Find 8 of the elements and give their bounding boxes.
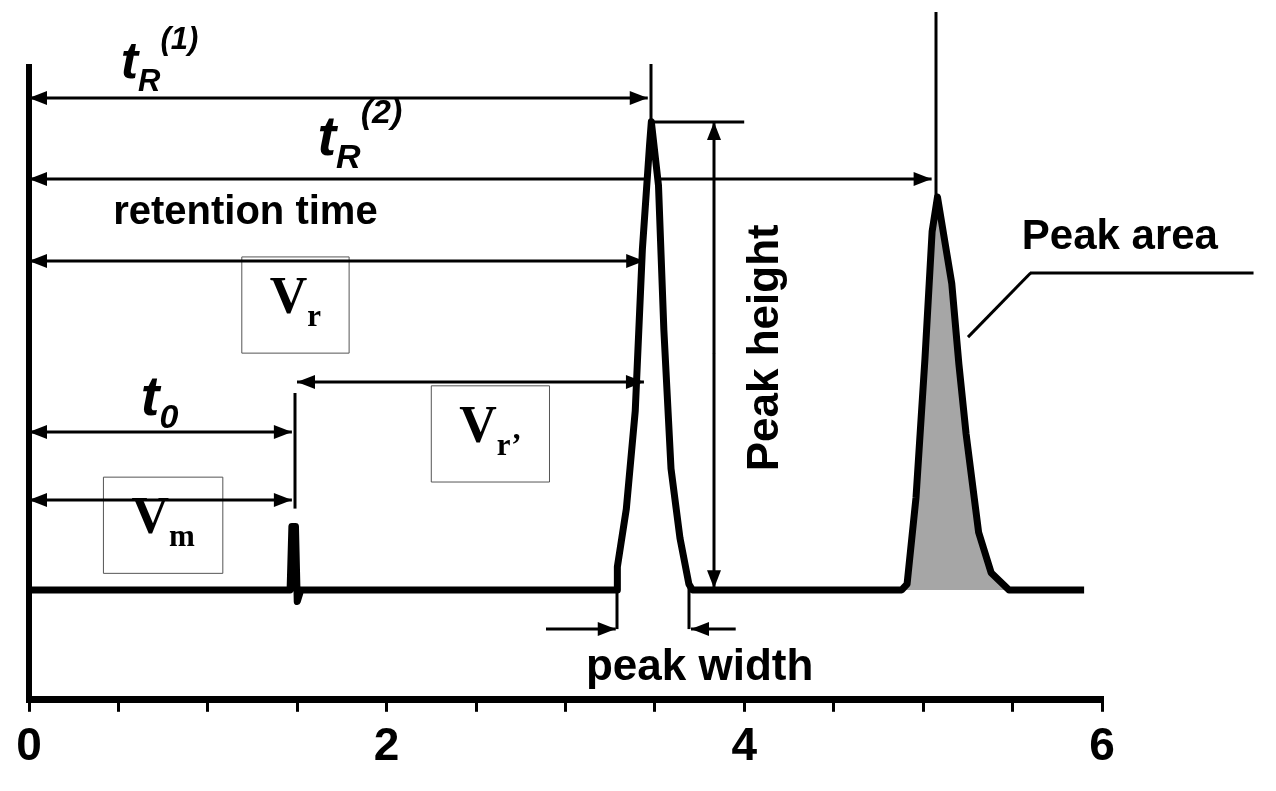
x-tick-label: 4: [731, 718, 758, 771]
x-tick-label: 2: [373, 718, 400, 771]
x-tick-label: 0: [16, 718, 42, 771]
annotation: Peak height: [737, 223, 787, 472]
annotation: retention time: [113, 187, 378, 232]
annotation: peak width: [585, 640, 814, 690]
x-tick-label: 6: [1089, 718, 1115, 771]
annotation: Peak area: [1021, 210, 1219, 258]
